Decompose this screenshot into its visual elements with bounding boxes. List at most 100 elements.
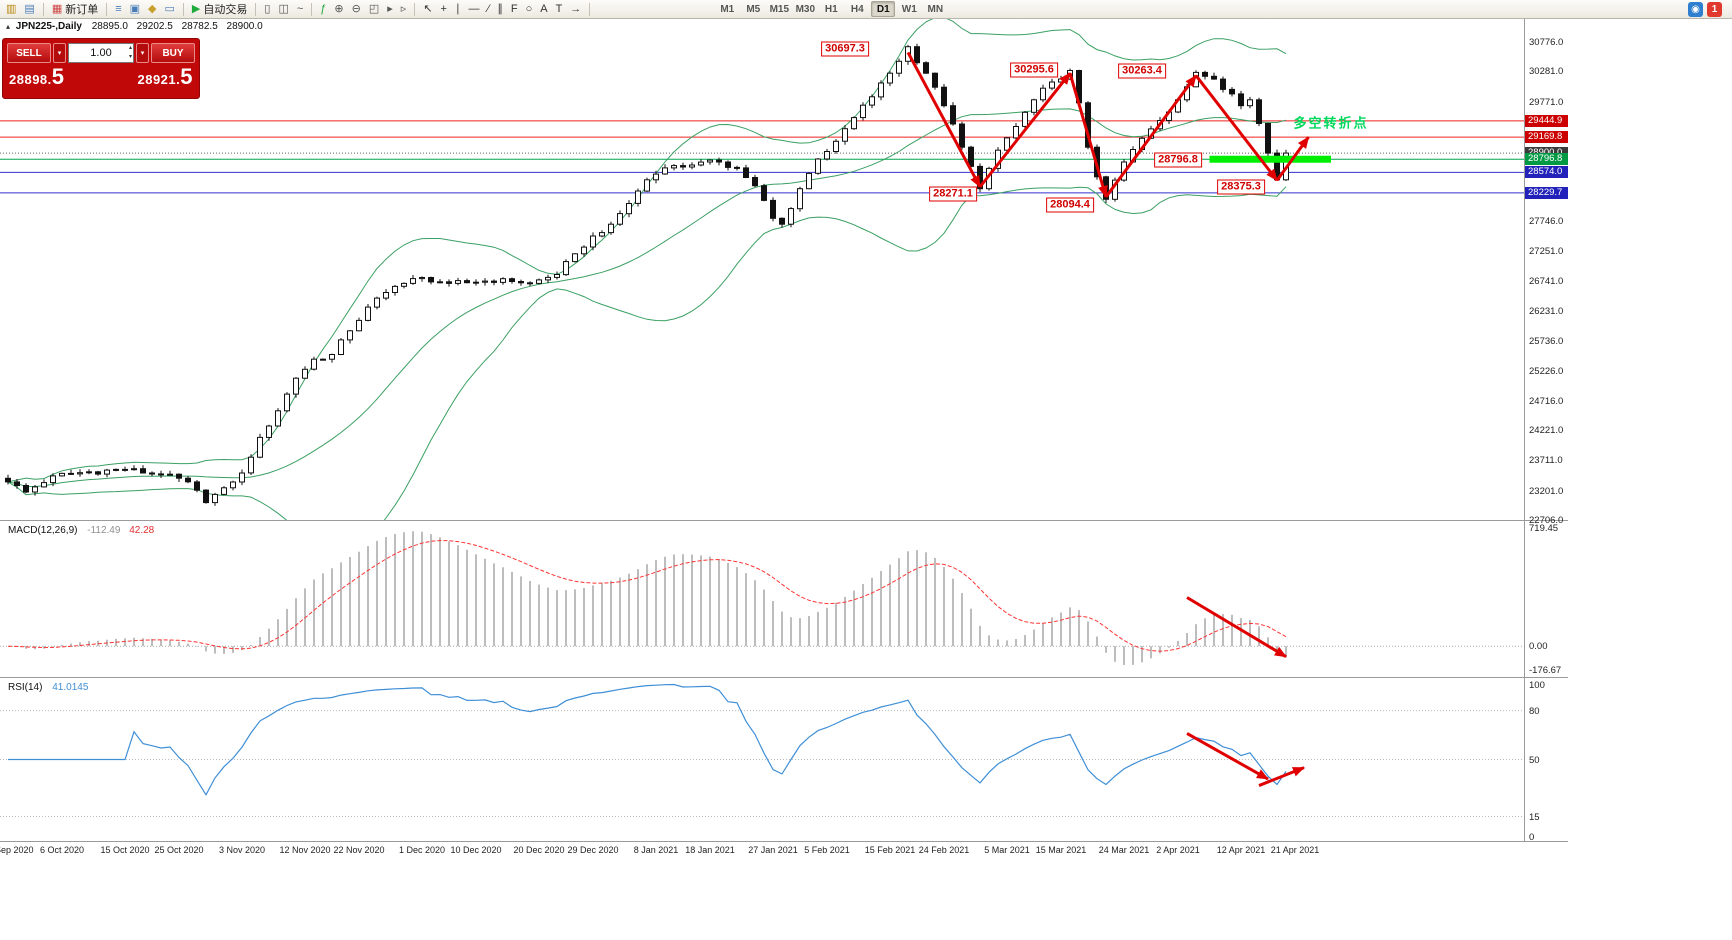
autotrading-button[interactable]: ▶ 自动交易	[189, 1, 250, 18]
timeframe-h1[interactable]: H1	[824, 3, 838, 15]
notifications-badge[interactable]: 1	[1707, 1, 1722, 17]
timeframe-m5[interactable]: M5	[746, 3, 761, 15]
terminal-icon: ▭	[164, 2, 175, 15]
buy-button[interactable]: BUY	[151, 43, 195, 63]
time-axis-label: 20 Dec 2020	[513, 845, 565, 855]
crosshair-button[interactable]: +	[438, 1, 450, 18]
ohlc-low: 28782.5	[181, 21, 218, 32]
chart-bar-mode-icon: ▯	[264, 2, 271, 15]
text-label-button[interactable]: T	[553, 1, 566, 18]
time-axis-label: 1 Dec 2020	[398, 845, 446, 855]
vertical-line-icon: ∣	[454, 2, 461, 15]
trade-panel-prices: 28898.5 28921.5	[7, 64, 195, 89]
price-scale-tick: 29771.0	[1529, 96, 1564, 108]
zoom-in-icon: ⊕	[334, 2, 344, 15]
panel-separator[interactable]	[0, 677, 1568, 678]
trade-panel-toggle-icon[interactable]: ▴	[6, 22, 11, 31]
cursor-button[interactable]: ↖	[420, 1, 435, 18]
panel-separator[interactable]	[0, 520, 1568, 521]
macd-trend-arrow[interactable]	[1186, 596, 1287, 658]
timeframe-w1[interactable]: W1	[901, 3, 917, 15]
sell-options-dropdown[interactable]: ▾	[53, 43, 66, 63]
tile-windows-button[interactable]: ◰	[366, 1, 382, 18]
chart-shift-button[interactable]: ▹	[398, 1, 410, 18]
volume-input[interactable]: 1.00 ▴ ▾	[68, 43, 134, 63]
community-icon[interactable]: ◉	[1688, 1, 1703, 17]
toolbar-separator	[589, 2, 591, 16]
macd-panel-canvas[interactable]	[0, 521, 1524, 677]
sell-button[interactable]: SELL	[7, 43, 51, 63]
horizontal-line-button[interactable]: ―	[465, 1, 482, 18]
data-window-button[interactable]: ▣	[127, 1, 143, 18]
navigator-button[interactable]: ◆	[145, 1, 159, 18]
spin-up-icon[interactable]: ▴	[128, 45, 132, 51]
toolbar-separator	[106, 2, 108, 16]
toolbar-separator	[255, 2, 257, 16]
trendline-button[interactable]: ∕	[484, 1, 492, 18]
timeframe-m1[interactable]: M1	[720, 3, 735, 15]
new-order-button[interactable]: ▦ 新订单	[49, 1, 101, 18]
sell-price: 28898.5	[9, 64, 65, 89]
chart-candle-mode-button[interactable]: ◫	[275, 1, 291, 18]
timeframe-mn[interactable]: MN	[927, 3, 944, 15]
timeframe-m15[interactable]: M15	[769, 3, 790, 15]
arrows-tool-icon: →	[570, 2, 582, 15]
zoom-in-button[interactable]: ⊕	[331, 1, 346, 18]
chart-bar-mode-button[interactable]: ▯	[261, 1, 273, 18]
time-axis-label: 5 Feb 2021	[804, 845, 850, 855]
auto-scroll-button[interactable]: ▸	[384, 1, 396, 18]
ohlc-open: 28895.0	[91, 21, 128, 32]
rsi-trend-arrow[interactable]	[1258, 766, 1305, 787]
macd-histogram	[16, 531, 1287, 665]
support-highlight-zone[interactable]	[1209, 155, 1332, 163]
rsi-trend-arrow[interactable]	[1186, 732, 1269, 781]
fibonacci-icon: F	[510, 2, 518, 15]
volume-value[interactable]: 1.00	[90, 47, 112, 59]
market-watch-button[interactable]: ≡	[112, 1, 124, 18]
volume-spinner[interactable]: ▴ ▾	[129, 44, 132, 62]
chart-line-mode-icon: ~	[296, 2, 304, 15]
chart-profiles-button[interactable]: ▤	[21, 1, 37, 18]
timeframe-m30[interactable]: M30	[795, 3, 816, 15]
chart-line-mode-button[interactable]: ~	[294, 1, 306, 18]
chart-profiles-icon: ▤	[24, 2, 35, 15]
macd-scale-tick: 719.45	[1529, 523, 1559, 534]
toolbar-separator	[182, 2, 184, 16]
indicators-icon: ƒ	[320, 2, 327, 15]
terminal-button[interactable]: ▭	[162, 1, 178, 18]
macd-scale-tick: -176.67	[1529, 665, 1562, 676]
navigator-icon: ◆	[148, 2, 157, 15]
new-chart-button[interactable]: ▥	[3, 1, 19, 18]
timeframe-h4[interactable]: H4	[850, 3, 864, 15]
autotrading-icon: ▶	[191, 2, 201, 15]
channel-button[interactable]: ∥	[494, 1, 506, 18]
time-axis-label: 22 Nov 2020	[333, 845, 385, 855]
rsi-indicator-label: RSI(14) 41.0145	[8, 682, 88, 693]
cursor-icon: ↖	[423, 2, 433, 15]
indicators-button[interactable]: ƒ	[317, 1, 329, 18]
time-axis-separator	[0, 841, 1568, 842]
fibonacci-button[interactable]: F	[508, 1, 521, 18]
trade-panel-controls: SELL ▾ 1.00 ▴ ▾ ▾ BUY	[7, 42, 195, 64]
shapes-button[interactable]: ○	[523, 1, 536, 18]
time-axis-label: 3 Nov 2020	[218, 845, 266, 855]
text-button[interactable]: A	[537, 1, 550, 18]
trend-zigzag-arrows[interactable]	[906, 51, 1310, 198]
new-chart-icon: ▥	[6, 2, 17, 15]
timeframe-d1[interactable]: D1	[871, 1, 896, 17]
main-chart-canvas[interactable]	[0, 18, 1524, 520]
buy-options-dropdown[interactable]: ▾	[136, 43, 149, 63]
vertical-line-button[interactable]: ∣	[452, 1, 464, 18]
rsi-scale-tick: 15	[1529, 811, 1540, 823]
zoom-out-button[interactable]: ⊖	[349, 1, 364, 18]
price-scale-tick: 23201.0	[1529, 485, 1564, 497]
arrows-tool-button[interactable]: →	[567, 1, 584, 18]
spin-down-icon[interactable]: ▾	[128, 54, 132, 60]
price-scale-tick: 26741.0	[1529, 276, 1564, 287]
macd-scale-tick: 0.00	[1529, 641, 1548, 653]
toolbar-separator	[311, 2, 313, 16]
rsi-panel-canvas[interactable]	[0, 678, 1524, 841]
time-axis-label: 12 Apr 2021	[1216, 845, 1266, 855]
timeframe-toolbar: M1 M5 M15 M30 H1 H4 D1 W1 MN	[714, 1, 948, 17]
symbol-name: JPN225-,Daily	[15, 21, 82, 32]
